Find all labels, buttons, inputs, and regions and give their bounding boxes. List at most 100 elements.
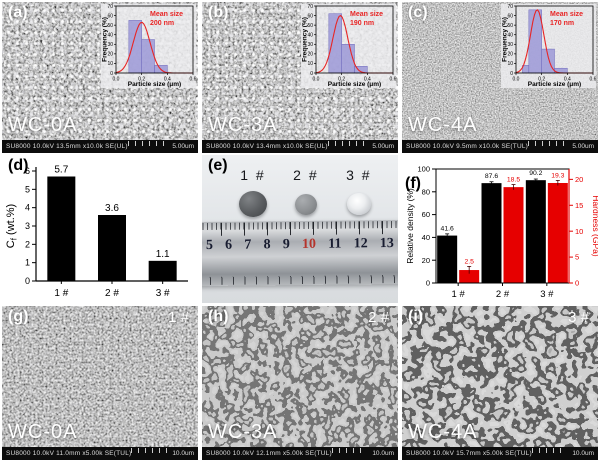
svg-text:80: 80 bbox=[422, 187, 430, 196]
svg-text:Mean size: Mean size bbox=[350, 11, 383, 18]
scale-label-g: 10.0um bbox=[172, 450, 194, 457]
svg-text:87.6: 87.6 bbox=[485, 173, 498, 180]
disc-label-1: 1 # bbox=[240, 167, 266, 183]
scale-ticks-icon bbox=[531, 448, 568, 453]
svg-text:170 nm: 170 nm bbox=[550, 20, 574, 27]
svg-text:5: 5 bbox=[25, 184, 30, 194]
panel-letter-e: (e) bbox=[208, 157, 228, 174]
sem-metadata-h: SU8000 10.0kV 12.1mm x5.00k SE(TUL) bbox=[206, 450, 332, 457]
ruler-number: 8 bbox=[263, 237, 271, 253]
svg-text:3 #: 3 # bbox=[156, 288, 170, 299]
particle-size-histogram-a: 0.0 0.2 0.4 0.6 0 10 20 30 40 50 60 70 Particle size… bbox=[101, 4, 197, 88]
scale-ticks-icon bbox=[131, 448, 168, 453]
ruler-number: 12 bbox=[353, 236, 368, 252]
scale-ticks-icon bbox=[327, 141, 368, 146]
svg-text:4: 4 bbox=[25, 203, 30, 213]
sample-label-c: WC-4A bbox=[408, 114, 478, 136]
ruler-numbers: 5 6 7 8 9 10 11 12 13 bbox=[206, 236, 394, 254]
svg-text:0.6: 0.6 bbox=[390, 77, 396, 83]
panel-d: (d) 5.7 3.6 1.1 0 1 2 3 4 5 6 1 # 2 # 3 # Cf (wt.%) bbox=[2, 155, 198, 303]
ruler-cm-ticks bbox=[202, 220, 398, 237]
particle-size-histogram-b: 0.0 0.2 0.4 0.6 0 10 20 30 40 50 60 70 Particle size… bbox=[301, 4, 397, 88]
svg-text:20: 20 bbox=[575, 175, 583, 184]
svg-text:Frequency (%): Frequency (%) bbox=[502, 17, 509, 62]
sample-number-h: 2 # bbox=[368, 309, 389, 326]
sample-label-g: WC-0A bbox=[8, 421, 78, 443]
svg-text:3.6: 3.6 bbox=[105, 203, 119, 214]
svg-text:50: 50 bbox=[507, 23, 513, 29]
scale-ticks-icon bbox=[528, 141, 568, 146]
svg-text:5.7: 5.7 bbox=[54, 165, 68, 176]
ruler-number-red: 10 bbox=[301, 236, 317, 252]
svg-text:70: 70 bbox=[107, 4, 113, 10]
disc-label-2: 2 # bbox=[293, 167, 319, 183]
panel-b: (b) 0.0 0.2 0.4 0.6 0 10 20 30 40 50 60 70 Particle … bbox=[202, 2, 398, 153]
sample-number-i: 3 # bbox=[568, 309, 589, 326]
svg-text:1 #: 1 # bbox=[54, 288, 68, 299]
ruler-number: 11 bbox=[328, 236, 342, 252]
svg-text:3 #: 3 # bbox=[540, 289, 554, 300]
svg-text:Particle size (μm): Particle size (μm) bbox=[528, 81, 581, 88]
sem-image-wc3a-sintered bbox=[202, 306, 398, 460]
sem-metadata-b: SU8000 10.0kV 13.4mm x10.0k SE(UL) bbox=[206, 143, 328, 150]
panel-i: (i) 3 # WC-4A SU8000 10.0kV 15.7mm x5.00… bbox=[402, 306, 598, 460]
svg-text:0.2: 0.2 bbox=[538, 77, 545, 83]
panel-letter-g: (g) bbox=[8, 308, 29, 325]
svg-text:41.6: 41.6 bbox=[441, 226, 454, 233]
particle-size-histogram-c: 0.0 0.2 0.4 0.6 0 10 20 30 40 50 60 70 Particle size… bbox=[501, 4, 597, 88]
svg-text:Frequency (%): Frequency (%) bbox=[302, 17, 309, 62]
svg-text:60: 60 bbox=[422, 210, 430, 219]
panel-letter-b: (b) bbox=[208, 4, 229, 21]
svg-text:Particle size (μm): Particle size (μm) bbox=[128, 81, 181, 88]
svg-text:Frequency (%): Frequency (%) bbox=[102, 17, 109, 62]
ruler-number: 7 bbox=[244, 237, 252, 253]
scale-label-a: 5.00um bbox=[172, 143, 194, 150]
sem-metadata-i: SU8000 10.0kV 15.7mm x5.00k SE(TUL) bbox=[406, 450, 532, 457]
svg-text:10: 10 bbox=[575, 227, 583, 236]
sem-status-bar-g: SU8000 10.0kV 11.0mm x5.00k SE(TUL) 10.0… bbox=[2, 447, 198, 460]
svg-text:1 #: 1 # bbox=[452, 289, 466, 300]
svg-text:70: 70 bbox=[307, 4, 313, 10]
svg-text:0.0: 0.0 bbox=[513, 77, 520, 83]
svg-text:60: 60 bbox=[507, 13, 513, 19]
sem-metadata-g: SU8000 10.0kV 11.0mm x5.00k SE(TUL) bbox=[6, 450, 132, 457]
sample-number-g: 1 # bbox=[168, 309, 189, 326]
svg-text:0: 0 bbox=[110, 71, 113, 77]
scale-label-b: 5.00um bbox=[372, 143, 394, 150]
svg-text:1.1: 1.1 bbox=[156, 249, 170, 260]
sample-label-b: WC-3A bbox=[208, 114, 278, 136]
panel-h: (h) 2 # WC-3A SU8000 10.0kV 12.1mm x5.00… bbox=[202, 306, 398, 460]
ruler-number: 6 bbox=[225, 237, 233, 253]
svg-text:40: 40 bbox=[507, 33, 513, 39]
svg-text:Mean size: Mean size bbox=[150, 11, 183, 18]
svg-text:200 nm: 200 nm bbox=[150, 20, 174, 27]
ruler-number: 13 bbox=[379, 236, 394, 252]
panel-c: (c) 0.0 0.2 0.4 0.6 0 10 20 30 40 50 60 70 Particle … bbox=[402, 2, 598, 153]
svg-text:90.2: 90.2 bbox=[529, 170, 542, 177]
svg-text:190 nm: 190 nm bbox=[350, 20, 374, 27]
sem-metadata-c: SU8000 10.0kV 9.5mm x10.0k SE(TUL) bbox=[406, 143, 529, 150]
sample-label-i: WC-4A bbox=[408, 421, 478, 443]
sample-label-h: WC-3A bbox=[208, 421, 278, 443]
sample-disc-3 bbox=[347, 193, 371, 215]
ruler-bottom-ticks bbox=[202, 274, 398, 286]
sem-metadata-a: SU8000 10.0kV 13.5mm x10.0k SE(UL) bbox=[6, 143, 128, 150]
scale-label-c: 5.00um bbox=[572, 143, 594, 150]
svg-text:20: 20 bbox=[507, 52, 513, 58]
svg-text:2: 2 bbox=[25, 239, 30, 249]
svg-text:10: 10 bbox=[507, 61, 513, 67]
svg-text:100: 100 bbox=[417, 165, 430, 174]
svg-text:Cf (wt.%): Cf (wt.%) bbox=[5, 204, 19, 248]
scale-ticks-icon bbox=[331, 448, 368, 453]
svg-text:1: 1 bbox=[25, 258, 30, 268]
svg-text:30: 30 bbox=[507, 42, 513, 48]
scale-label-i: 10.0um bbox=[572, 450, 594, 457]
panel-f: (f) 41.6 2.5 1 #87.6 18.5 2 #90.2 19.3 3 #0 20 4… bbox=[402, 155, 598, 303]
sample-label-a: WC-0A bbox=[8, 114, 78, 136]
svg-text:40: 40 bbox=[422, 233, 430, 242]
svg-text:0.6: 0.6 bbox=[590, 77, 596, 83]
panel-letter-f: (f) bbox=[405, 175, 421, 192]
sample-disc-1 bbox=[239, 191, 267, 217]
svg-text:0: 0 bbox=[310, 71, 313, 77]
